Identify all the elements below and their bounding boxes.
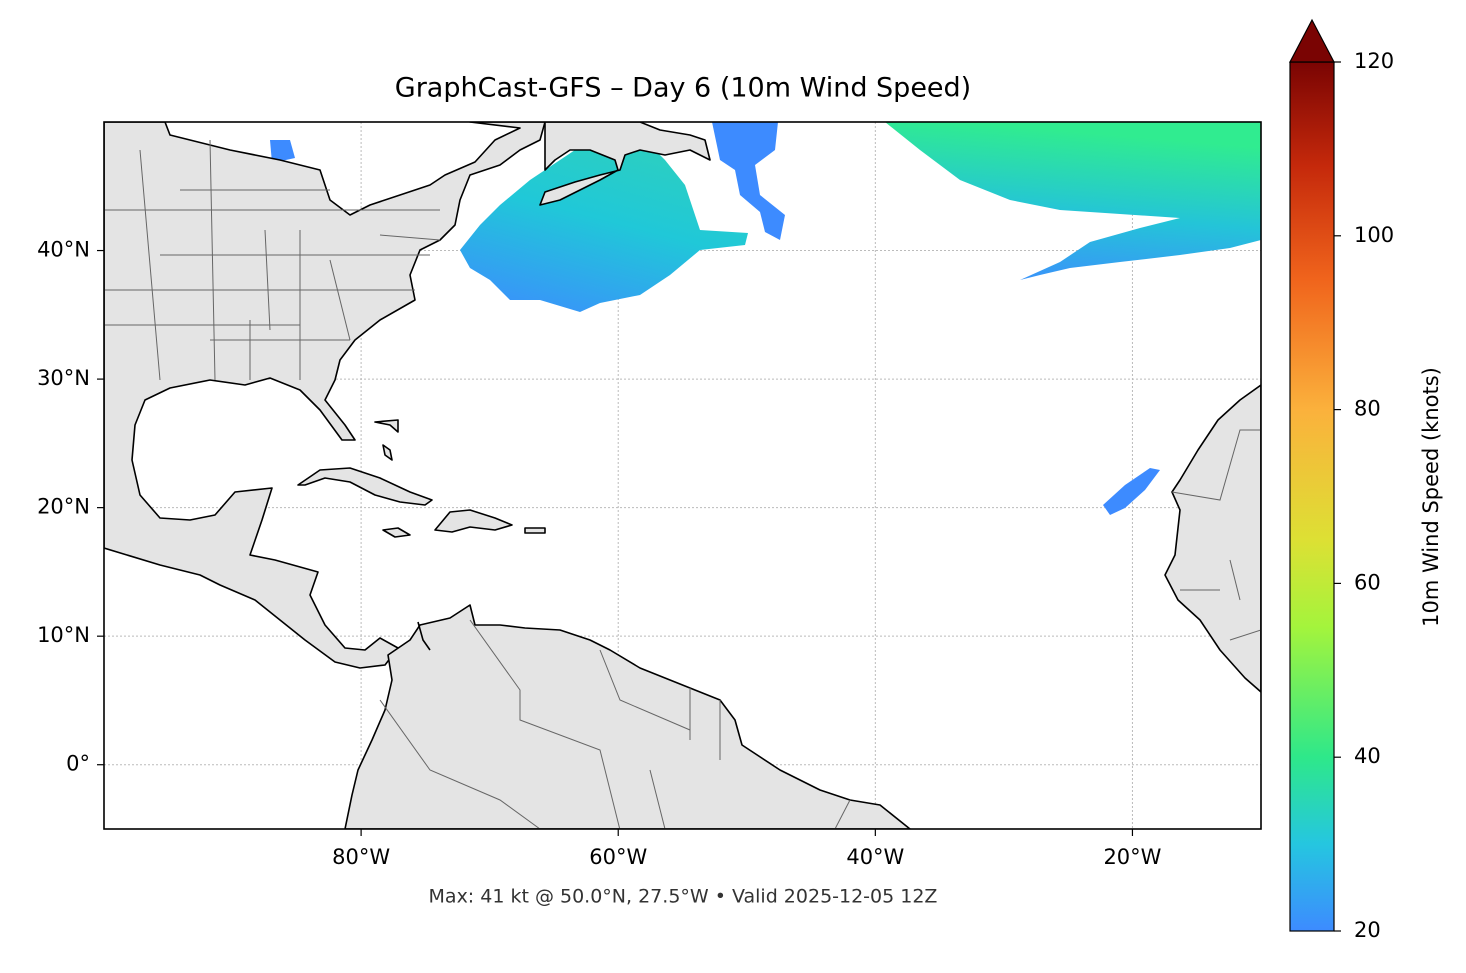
colorbar-tick-label: 80 xyxy=(1354,397,1381,421)
coastline xyxy=(417,621,431,651)
annotation: Max: 41 kt @ 50.0°N, 27.5°W • Valid 2025… xyxy=(429,886,938,908)
map-frame xyxy=(103,121,1262,830)
colorbar-tick-label: 40 xyxy=(1354,744,1381,768)
state-borders xyxy=(104,139,441,381)
colorbar-extend xyxy=(1289,18,1335,63)
africa xyxy=(1164,384,1261,693)
north-america xyxy=(104,122,546,669)
south-america xyxy=(344,604,911,829)
country-borders xyxy=(379,429,1261,829)
y-tick-label: 10°N xyxy=(37,623,90,647)
y-tick-label: 20°N xyxy=(37,495,90,519)
bahamas xyxy=(374,419,399,461)
y-tick-label: 0° xyxy=(66,752,90,776)
colorbar-tick-label: 20 xyxy=(1354,918,1381,942)
wind-field xyxy=(270,140,295,163)
map-area xyxy=(104,122,1261,829)
canada-maritimes xyxy=(539,122,711,206)
x-tick-label: 20°W xyxy=(1103,845,1161,869)
cuba xyxy=(297,467,433,506)
jamaica xyxy=(382,527,411,538)
wind-field xyxy=(460,125,748,312)
colorbar-tick-label: 60 xyxy=(1354,570,1381,594)
colorbar-tick-label: 120 xyxy=(1354,49,1394,73)
x-tick-label: 40°W xyxy=(846,845,904,869)
puerto-rico xyxy=(524,527,546,534)
wind-field xyxy=(885,122,1261,280)
wind-field xyxy=(712,122,785,240)
y-tick-label: 30°N xyxy=(37,366,90,390)
x-tick-label: 60°W xyxy=(589,845,647,869)
x-tick-label: 80°W xyxy=(332,845,390,869)
chart-title: GraphCast-GFS – Day 6 (10m Wind Speed) xyxy=(395,73,971,104)
colorbar-label: 10m Wind Speed (knots) xyxy=(1419,367,1443,627)
hispaniola xyxy=(434,509,513,533)
colorbar xyxy=(1289,61,1335,932)
wind-field xyxy=(1103,468,1160,515)
colorbar-tick-label: 100 xyxy=(1354,223,1394,247)
y-tick-label: 40°N xyxy=(37,238,90,262)
